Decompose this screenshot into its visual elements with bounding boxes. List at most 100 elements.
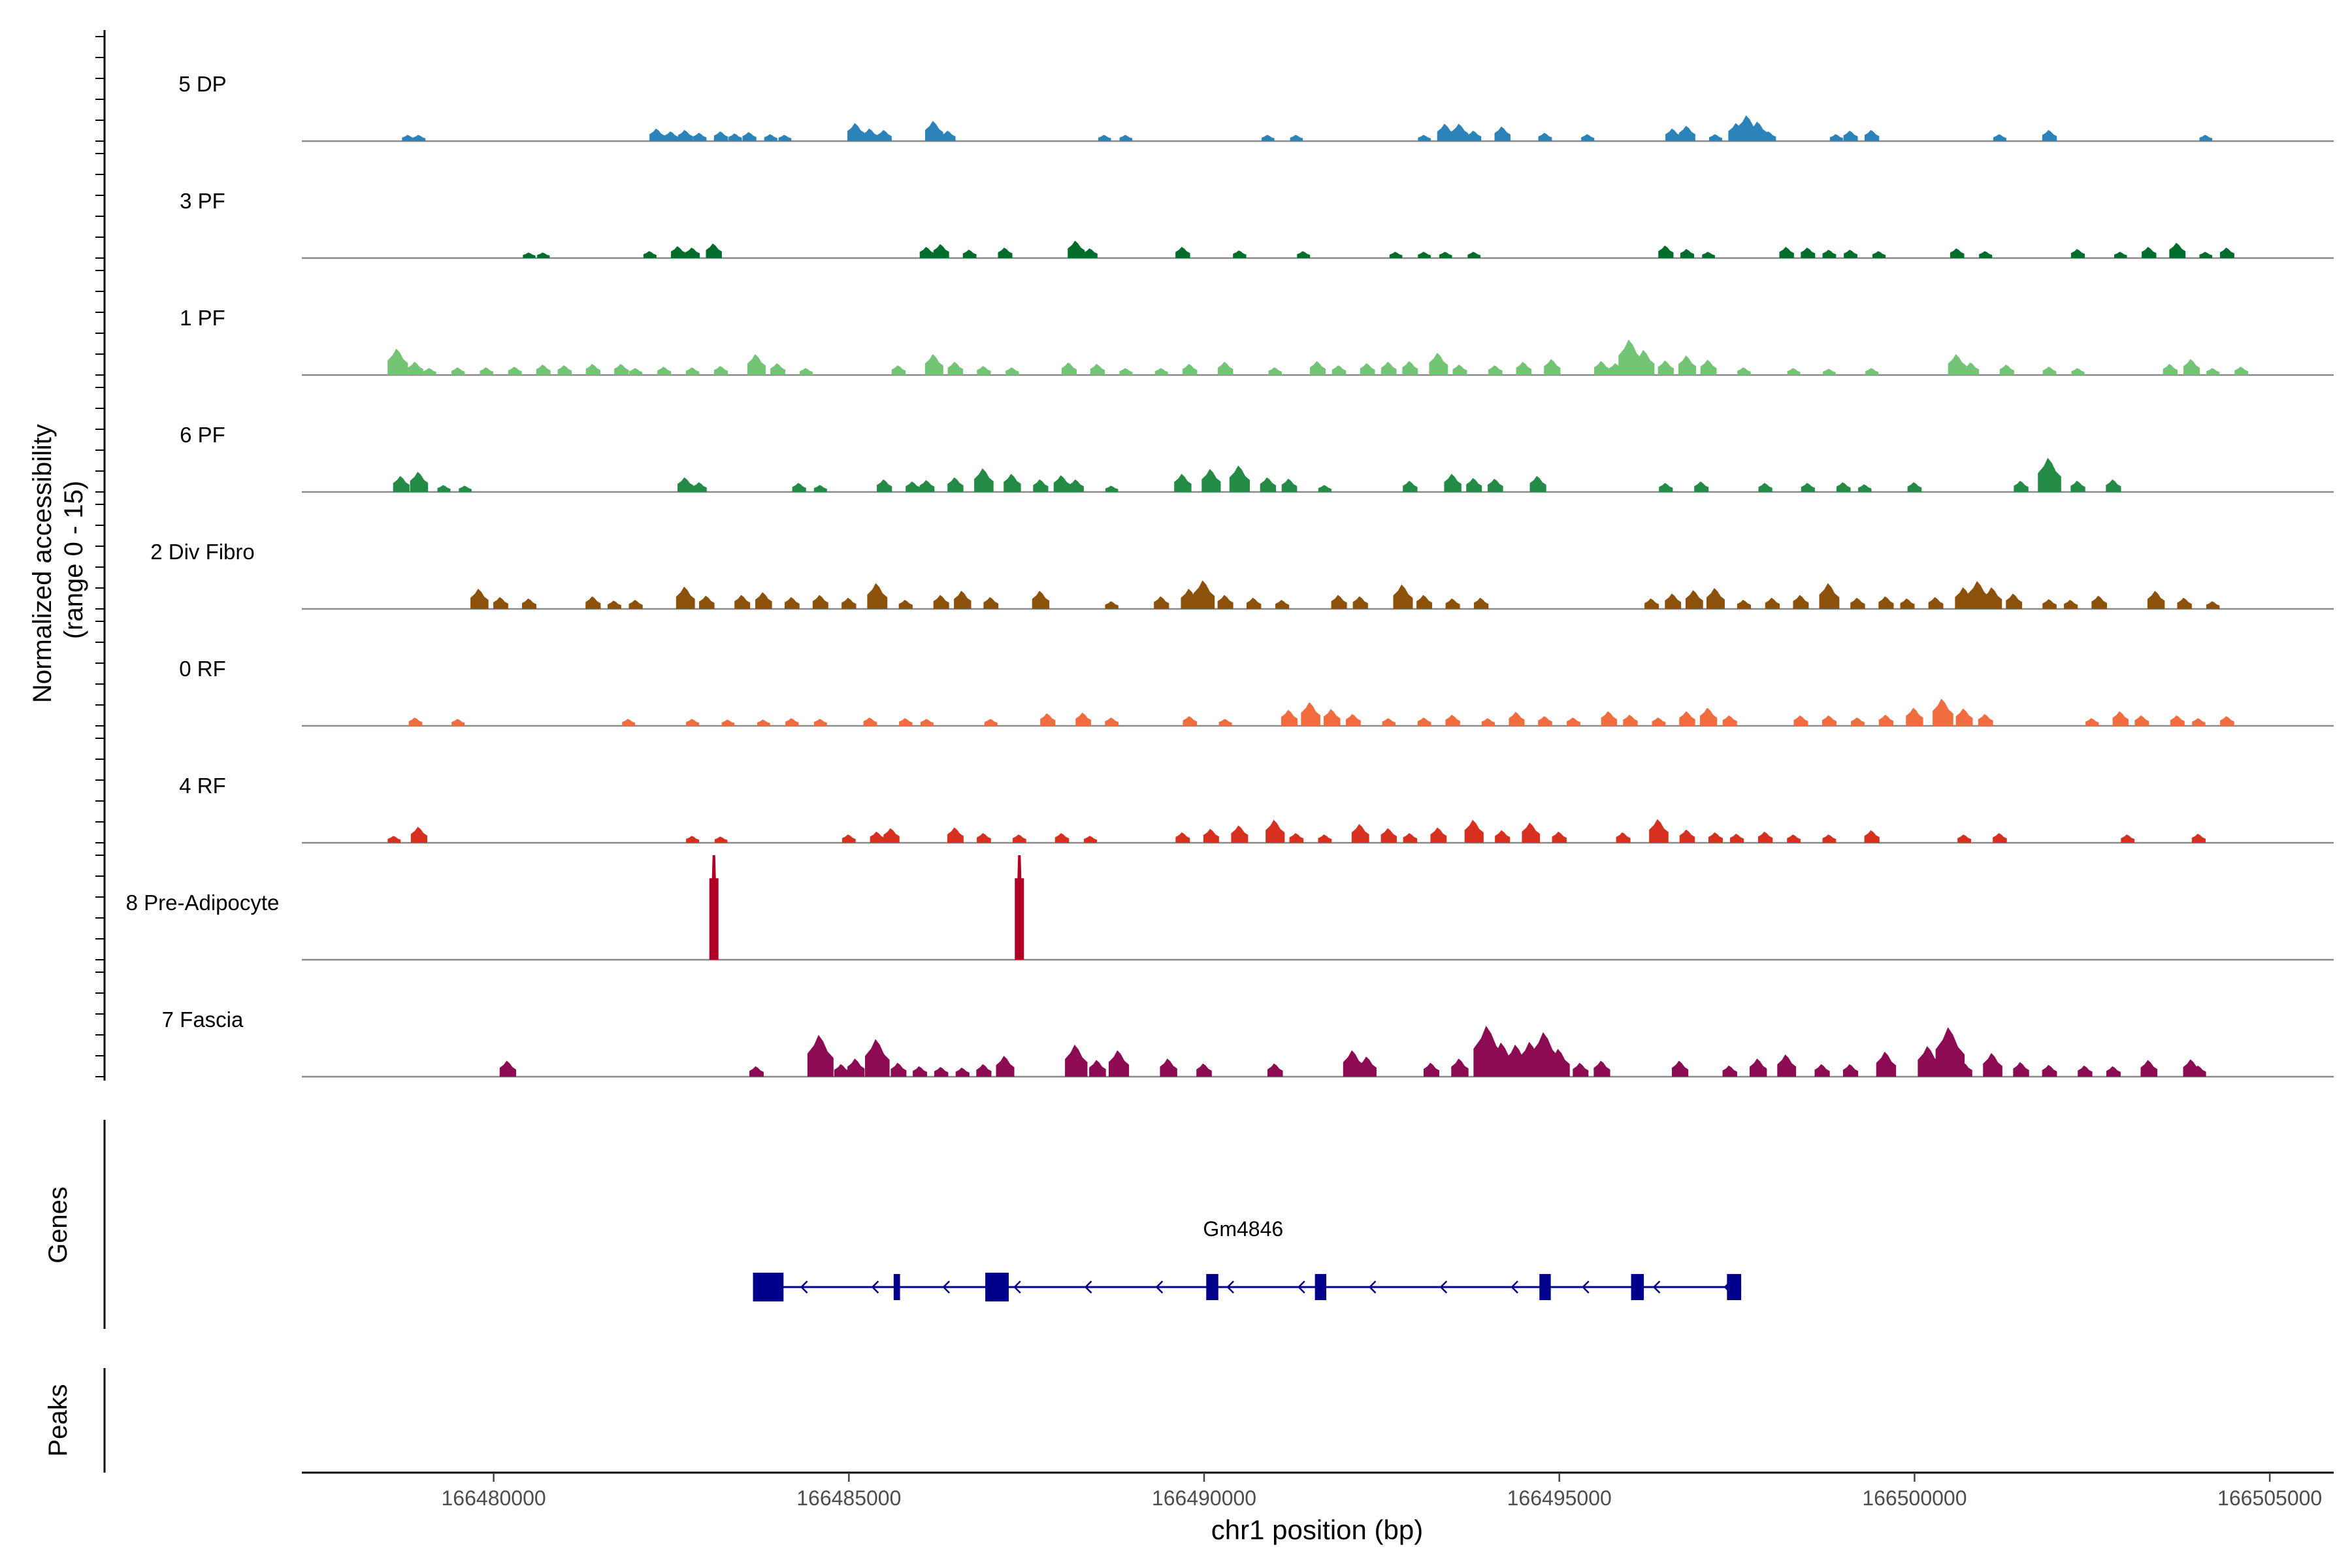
coverage-peak [1464, 819, 1484, 843]
coverage-peak [1084, 836, 1098, 843]
coverage-peak [1445, 598, 1460, 609]
coverage-peak [1105, 601, 1119, 609]
coverage-peak [913, 1066, 928, 1077]
coverage-peak [891, 365, 906, 375]
coverage-peak [1467, 252, 1481, 258]
coverage-peak [1004, 474, 1021, 492]
coverage-peak [867, 583, 888, 609]
coverage-peak [778, 135, 792, 141]
coverage-peak [1174, 474, 1192, 492]
coverage-peak [1842, 1064, 1859, 1077]
track-7-fascia: 7 Fascia [162, 1007, 2334, 1078]
track-5-dp: 5 DP [178, 72, 2334, 142]
coverage-peak [2169, 242, 2186, 258]
coverage-peak [437, 485, 451, 492]
coverage-peak [1928, 596, 1944, 609]
coverage-peak [1494, 126, 1511, 141]
coverage-peak [1722, 1065, 1737, 1077]
coverage-peak [1175, 246, 1190, 258]
coverage-peak [499, 1060, 516, 1077]
x-tick-label: 166490000 [1152, 1486, 1256, 1510]
coverage-peak [1623, 714, 1638, 726]
coverage-peak [2070, 249, 2085, 258]
coverage-peak [1445, 714, 1460, 726]
coverage-peak [423, 368, 436, 375]
coverage-peak [2006, 593, 2023, 609]
coverage-peak [1429, 352, 1448, 375]
coverage-peak [813, 719, 827, 726]
coverage-peak [1183, 716, 1198, 726]
coverage-peak [728, 133, 742, 141]
genes-panel: Genes Gm4846 [44, 1120, 1742, 1329]
coverage-peak [883, 828, 900, 843]
coverage-peak [1864, 129, 1880, 141]
coverage-peak [2183, 359, 2200, 375]
coverage-peak [1844, 250, 1857, 258]
coverage-peak [693, 482, 707, 492]
coverage-peak [974, 468, 994, 492]
coverage-peak [2220, 716, 2234, 726]
coverage-peak [1075, 712, 1091, 726]
coverage-peak [1993, 833, 2007, 843]
coverage-peak [2121, 834, 2135, 843]
peaks-panel: Peaks [44, 1368, 106, 1473]
coverage-peak [1765, 597, 1780, 609]
coverage-peak [2042, 599, 2057, 609]
coverage-peak [1382, 718, 1396, 726]
coverage-peak [924, 354, 943, 375]
coverage-peak [1993, 134, 2006, 141]
coverage-peak [977, 366, 991, 375]
coverage-peak [1702, 252, 1715, 258]
coverage-peak [734, 595, 751, 609]
coverage-peak [1601, 711, 1618, 726]
coverage-peak [792, 483, 806, 492]
coverage-peak [1737, 367, 1751, 375]
track-label: 8 Pre-Adipocyte [126, 890, 280, 915]
coverage-peak [1289, 833, 1304, 843]
coverage-peak [1451, 1058, 1469, 1077]
coverage-peak [996, 1056, 1015, 1077]
coverage-peak [1843, 131, 1858, 141]
coverage-peak [1090, 363, 1105, 375]
coverage-peak [1403, 833, 1418, 843]
coverage-peak [2163, 363, 2178, 375]
gene-exon [1315, 1274, 1327, 1300]
coverage-peak [924, 121, 943, 141]
coverage-peak [2219, 248, 2234, 258]
coverage-peak [2206, 368, 2220, 375]
gene-exon [985, 1273, 1009, 1301]
strand-arrow [1582, 1281, 1590, 1294]
coverage-peak [1567, 717, 1580, 726]
coverage-peak [1053, 475, 1071, 492]
coverage-peak [1700, 359, 1717, 375]
coverage-peak [480, 367, 493, 375]
coverage-peak [1281, 710, 1298, 726]
coverage-peak [800, 368, 813, 375]
coverage-peak [906, 482, 921, 492]
coverage-peak [1787, 834, 1801, 843]
coverage-peak [1779, 246, 1794, 258]
coverage-peak [1246, 597, 1262, 609]
coverage-peak [1033, 479, 1049, 492]
coverage-peak [410, 826, 428, 843]
coverage-peak [1548, 1049, 1570, 1077]
coverage-peak [1679, 829, 1695, 843]
track-label: 3 PF [180, 189, 225, 213]
coverage-peak [2234, 367, 2249, 375]
coverage-peak [1948, 354, 1967, 375]
coverage-peak [941, 131, 956, 141]
strand-arrow [1298, 1281, 1305, 1294]
coverage-peak [834, 1064, 850, 1077]
coverage-peak [807, 1035, 834, 1077]
coverage-peak [841, 597, 857, 609]
coverage-peak [410, 472, 429, 492]
coverage-peak [863, 717, 877, 726]
coverage-peak [1217, 595, 1233, 609]
coverage-peak [1437, 123, 1454, 141]
coverage-peak [1616, 832, 1631, 843]
coverage-peak [1858, 484, 1872, 492]
gene-exon [1727, 1274, 1742, 1300]
coverage-peak [1793, 595, 1809, 609]
coverage-peak [1761, 131, 1776, 141]
coverage-peak [1878, 596, 1894, 609]
